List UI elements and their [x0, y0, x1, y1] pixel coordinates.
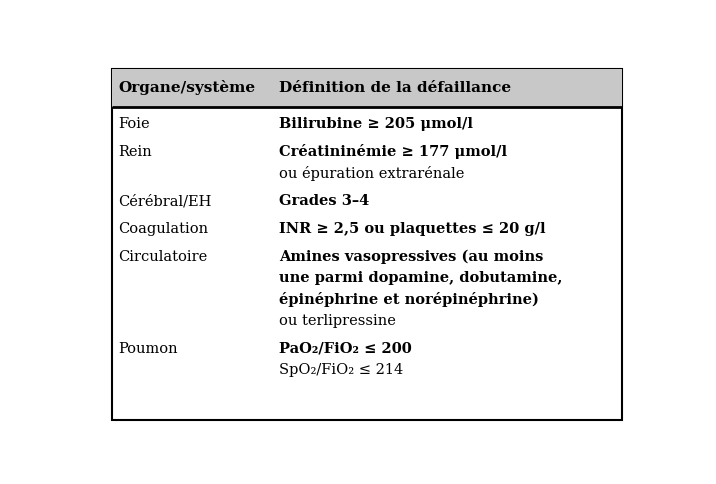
Text: Cérébral/EH: Cérébral/EH [118, 194, 212, 208]
Text: PaO₂/FiO₂ ≤ 200: PaO₂/FiO₂ ≤ 200 [279, 342, 412, 356]
Text: Organe/système: Organe/système [118, 80, 256, 95]
Text: Amines vasopressives (au moins: Amines vasopressives (au moins [279, 250, 543, 264]
Text: Grades 3–4: Grades 3–4 [279, 194, 369, 208]
Text: épinéphrine et norépinéphrine): épinéphrine et norépinéphrine) [279, 292, 539, 307]
Text: ou épuration extrarénale: ou épuration extrarénale [279, 166, 465, 181]
Bar [112, 69, 622, 106]
Text: Poumon: Poumon [118, 342, 178, 356]
Text: Foie: Foie [118, 117, 150, 131]
Text: Définition de la défaillance: Définition de la défaillance [279, 81, 511, 95]
Text: Bilirubine ≥ 205 μmol/l: Bilirubine ≥ 205 μmol/l [279, 117, 473, 131]
Text: ou terlipressine: ou terlipressine [279, 314, 396, 328]
Text: Coagulation: Coagulation [118, 222, 208, 236]
Text: une parmi dopamine, dobutamine,: une parmi dopamine, dobutamine, [279, 271, 563, 285]
Text: Rein: Rein [118, 145, 152, 159]
Text: Circulatoire: Circulatoire [118, 250, 208, 264]
Text: Créatininémie ≥ 177 μmol/l: Créatininémie ≥ 177 μmol/l [279, 144, 508, 159]
Text: INR ≥ 2,5 ou plaquettes ≤ 20 g/l: INR ≥ 2,5 ou plaquettes ≤ 20 g/l [279, 222, 546, 236]
Text: SpO₂/FiO₂ ≤ 214: SpO₂/FiO₂ ≤ 214 [279, 363, 403, 377]
